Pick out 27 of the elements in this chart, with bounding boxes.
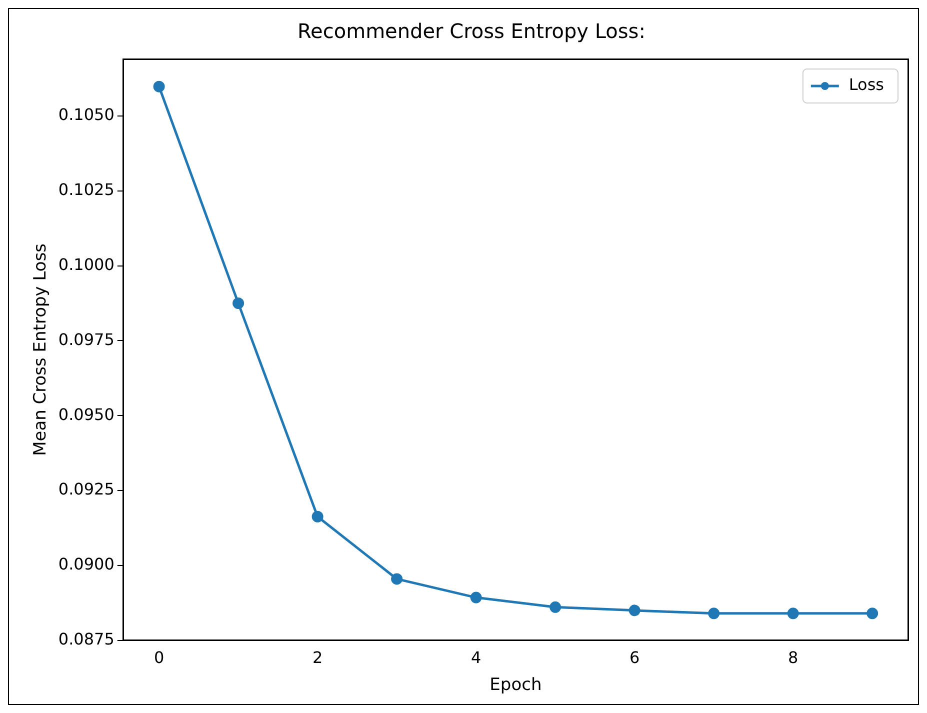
- x-tick-label: 2: [312, 648, 323, 668]
- point: [312, 510, 324, 522]
- x-tick-label: 0: [154, 648, 164, 668]
- x-tick-label: 6: [629, 648, 640, 668]
- point: [232, 298, 244, 309]
- y-tick-label: 0.1050: [58, 105, 114, 124]
- x-axis-title: Epoch: [490, 675, 542, 696]
- y-tick-label: 0.0950: [58, 404, 114, 424]
- y-axis-title: Mean Cross Entropy Loss: [30, 243, 51, 456]
- chart-title: Recommender Cross Entropy Loss:: [298, 19, 646, 44]
- point: [628, 604, 640, 616]
- point: [153, 80, 165, 92]
- y-tick-label: 0.1000: [58, 254, 114, 274]
- point: [550, 601, 562, 613]
- x-tick-label: 8: [788, 648, 798, 668]
- point: [708, 608, 720, 620]
- point: [787, 608, 799, 620]
- y-tick-label: 0.0925: [58, 480, 114, 499]
- y-tick-label: 0.0875: [58, 630, 114, 649]
- y-tick-label: 0.1025: [58, 180, 114, 200]
- legend-label: Loss: [848, 75, 884, 94]
- y-tick-label: 0.0900: [58, 554, 114, 574]
- point: [470, 592, 482, 604]
- point: [391, 573, 403, 585]
- point: [866, 608, 878, 620]
- x-tick-label: 4: [470, 648, 482, 668]
- y-tick-label: 0.0975: [58, 330, 114, 349]
